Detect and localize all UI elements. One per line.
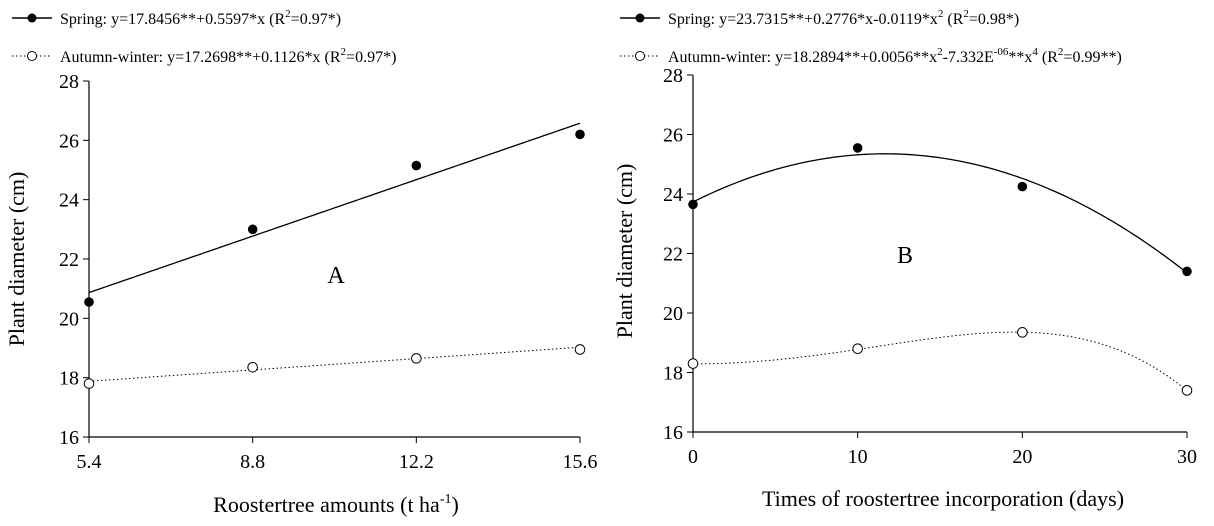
panel-b: 16 18 20 22 24 26 28 0 10 20 30 B Plant diameter (… xyxy=(612,65,1197,511)
legend-b-spring-equation: Spring: y=23.7315**+0.2776*x-0.0119*x2 (… xyxy=(668,8,1019,28)
panel-b-spring-point xyxy=(852,143,863,153)
panel-b-y-tick-label: 16 xyxy=(663,422,683,444)
legend-a-autumn-marker xyxy=(27,51,37,61)
panel-b-y-tick-label: 26 xyxy=(663,125,683,147)
panel-a-y-tick-label: 24 xyxy=(59,190,79,212)
panel-a-y-tick-label: 28 xyxy=(59,71,79,93)
legend-a-spring-equation: Spring: y=17.8456**+0.5597*x (R2=0.97*) xyxy=(60,8,341,28)
panel-a-autumn-point xyxy=(574,344,586,355)
plot-a: 16 18 20 22 24 26 28 5.4 8.8 12.2 15.6 xyxy=(59,71,598,473)
panel-a-y-tick-label: 20 xyxy=(59,308,79,330)
legend-b-spring-marker xyxy=(635,13,645,23)
panel-b-spring-point xyxy=(1017,181,1028,192)
legend-a-autumn-equation: Autumn-winter: y=17.2698**+0.1126*x (R2=… xyxy=(60,46,396,66)
panel-b-spring-fit-line xyxy=(692,153,1188,274)
panel-b-autumn-point xyxy=(1017,327,1028,338)
panel-b-spring-point xyxy=(1182,266,1192,277)
panel-b-x-tick-label: 0 xyxy=(688,446,698,468)
panel-a-x-tick-label: 12.2 xyxy=(399,451,434,473)
panel-b-x-tick-label: 30 xyxy=(1177,446,1197,468)
panel-b-autumn-point xyxy=(1181,385,1193,396)
panel-b-y-tick-label: 24 xyxy=(663,184,683,206)
panel-a-x-tick-label: 8.8 xyxy=(240,451,265,473)
panel-a-spring-point xyxy=(575,129,585,140)
panel-a-x-axis-label: Roostertree amounts (t ha-1) xyxy=(213,492,459,517)
panel-a-autumn-point xyxy=(411,353,422,364)
panel-a-spring-point xyxy=(84,297,94,307)
panel-a-y-tick-label: 26 xyxy=(59,130,79,152)
panel-a-y-axis-label: Plant diameter (cm) xyxy=(4,172,29,347)
panel-b-y-tick-label: 20 xyxy=(663,303,683,325)
panel-a-x-tick-label: 15.6 xyxy=(563,451,598,473)
panel-a-spring-point xyxy=(247,224,258,235)
panel-b-autumn-point xyxy=(687,358,699,369)
legend-a-spring-marker xyxy=(27,13,37,23)
plot-b: 16 18 20 22 24 26 28 0 10 20 30 xyxy=(663,65,1197,468)
legend-b: Spring: y=23.7315**+0.2776*x-0.0119*x2 (… xyxy=(620,8,1122,66)
panel-b-y-tick-label: 28 xyxy=(663,65,683,87)
panel-a-autumn-fit-line xyxy=(88,346,581,382)
panel-b-x-tick-label: 20 xyxy=(1012,446,1032,468)
panel-a-label: A xyxy=(327,263,345,289)
panel-a-autumn-point xyxy=(83,378,95,389)
legend-b-autumn-marker xyxy=(635,51,645,61)
panel-b-x-axis-label: Times of roostertree incorporation (days… xyxy=(762,486,1124,511)
panel-a-x-tick-label: 5.4 xyxy=(77,451,102,473)
panel-a-autumn-point xyxy=(247,361,258,373)
panel-a-spring-fit-line xyxy=(88,122,581,294)
panel-a-y-tick-label: 18 xyxy=(59,368,79,390)
legend-b-autumn-equation: Autumn-winter: y=18.2894**+0.0056**x2-7.… xyxy=(668,46,1122,66)
panel-a: 16 18 20 22 24 26 28 5.4 8.8 12.2 15.6 A Plant dia… xyxy=(4,71,598,517)
panel-a-y-tick-label: 16 xyxy=(59,427,79,449)
panel-b-y-tick-label: 22 xyxy=(663,244,683,266)
panel-b-label: B xyxy=(897,243,913,269)
panel-b-spring-point xyxy=(688,199,698,210)
panel-b-autumn-point xyxy=(852,343,863,355)
panel-a-spring-point xyxy=(411,160,422,171)
panel-b-x-tick-label: 10 xyxy=(848,446,868,468)
panel-b-autumn-fit-line xyxy=(692,331,1188,392)
panel-b-y-tick-label: 18 xyxy=(663,363,683,385)
legend-a: Spring: y=17.8456**+0.5597*x (R2=0.97*) … xyxy=(12,8,396,66)
panel-b-y-axis-label: Plant diameter (cm) xyxy=(612,164,637,339)
panel-a-y-tick-label: 22 xyxy=(59,249,79,271)
